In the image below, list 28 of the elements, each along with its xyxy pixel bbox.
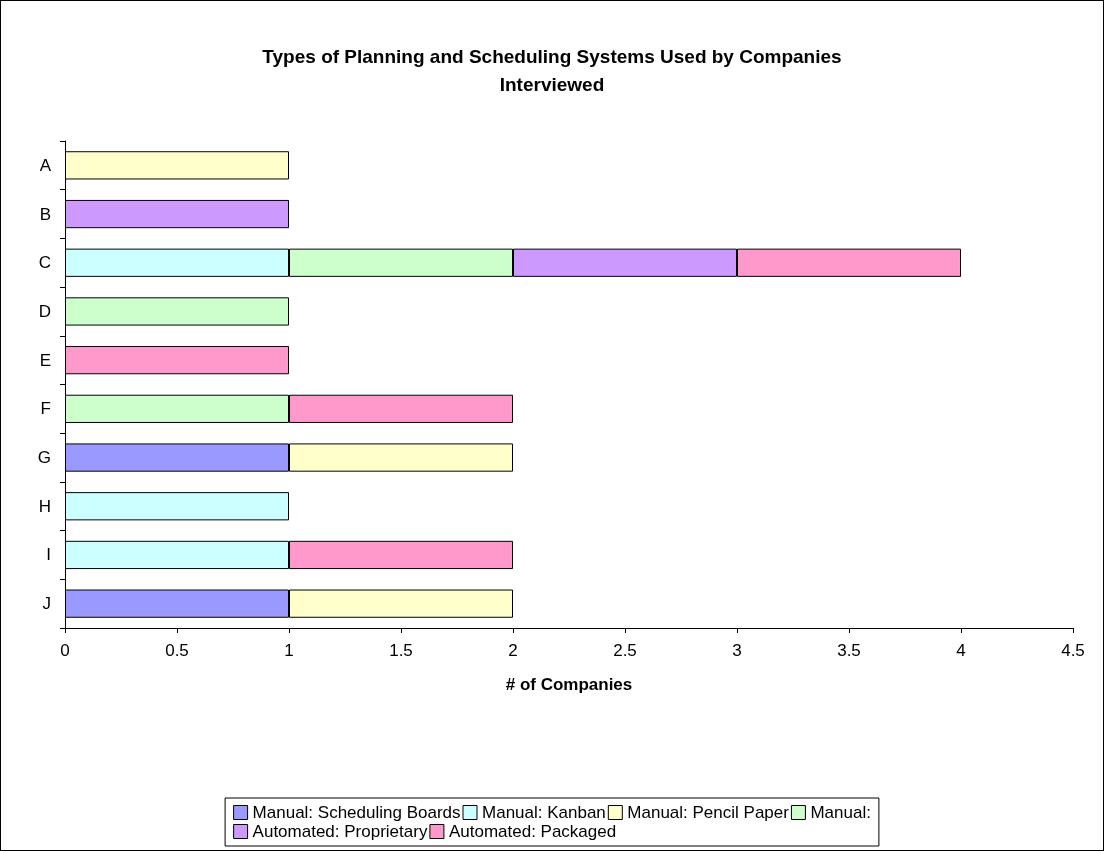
y-tick-label: B [39,204,51,224]
x-tick-label: 2.5 [613,641,637,660]
x-tick-label: 3.5 [837,641,861,660]
y-tick-label: H [38,496,51,516]
x-tick-label: 1.5 [389,641,413,660]
x-tick-label: 1 [284,641,294,660]
x-tick-label: 2 [508,641,518,660]
legend-label: Automated: Packaged [448,822,617,841]
y-tick-label: A [39,155,52,175]
legend-label: Automated: Proprietary [252,822,428,841]
chart-title: Types of Planning and Scheduling Systems Used by Companies Interviewed [262,45,842,95]
y-tick-label: C [38,253,51,273]
legend-label: Manual: [810,803,871,822]
x-tick-label: 0 [60,641,70,660]
x-tick-label: 3 [732,641,742,660]
y-tick-label: I [46,545,51,565]
y-tick-label: E [39,350,51,370]
x-tick-label: 0.5 [165,641,189,660]
x-tick-label: 4.5 [1061,641,1085,660]
legend-label: Manual: Pencil Paper [627,803,790,822]
y-tick-label: D [38,301,51,321]
y-tick-label: J [42,594,51,614]
legend-label: Manual: Kanban [482,803,606,822]
x-tick-label: 4 [956,641,966,660]
legend-label: Manual: Scheduling Boards [252,803,461,822]
y-tick-label: F [40,399,51,419]
y-tick-label: G [37,448,51,468]
x-axis-title: # of Companies [505,675,633,694]
